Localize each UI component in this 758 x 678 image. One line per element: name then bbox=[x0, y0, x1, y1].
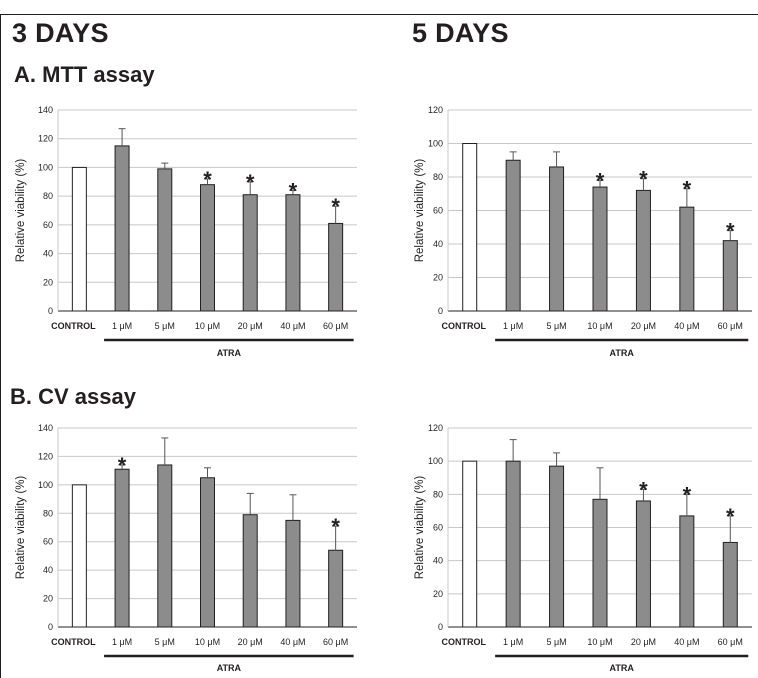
y-tick-label: 20 bbox=[433, 589, 443, 599]
category-label: 1 μM bbox=[503, 637, 523, 647]
category-label: CONTROL bbox=[51, 321, 96, 331]
bar bbox=[679, 515, 695, 628]
category-label: 10 μM bbox=[195, 637, 220, 647]
significance-star: * bbox=[596, 168, 605, 193]
y-axis-label: Relative viability (%) bbox=[15, 476, 27, 580]
y-tick-label: 20 bbox=[43, 594, 53, 604]
y-tick-label: 120 bbox=[38, 451, 53, 461]
bar-control bbox=[462, 460, 478, 628]
category-label: CONTROL bbox=[441, 637, 486, 647]
significance-star: * bbox=[726, 219, 735, 244]
section-a-title: A. MTT assay bbox=[14, 62, 155, 87]
y-axis-label: Relative viability (%) bbox=[414, 476, 426, 580]
y-tick-label: 0 bbox=[438, 622, 443, 632]
category-label: 20 μM bbox=[238, 321, 263, 331]
category-label: 1 μM bbox=[503, 321, 523, 331]
y-tick-label: 20 bbox=[433, 273, 443, 283]
frame-top-border bbox=[0, 14, 758, 15]
group-label: ATRA bbox=[610, 348, 635, 358]
y-tick-label: 80 bbox=[43, 191, 53, 201]
group-label: ATRA bbox=[610, 663, 635, 673]
y-tick-label: 120 bbox=[428, 423, 443, 433]
category-label: 10 μM bbox=[195, 321, 220, 331]
category-label: 5 μM bbox=[546, 321, 566, 331]
frame-left-border bbox=[0, 14, 1, 678]
category-label: 40 μM bbox=[280, 321, 305, 331]
y-tick-label: 60 bbox=[43, 220, 53, 230]
category-label: 5 μM bbox=[155, 321, 175, 331]
bar bbox=[722, 541, 738, 628]
y-tick-label: 140 bbox=[38, 105, 53, 115]
bar-control bbox=[71, 484, 87, 628]
category-label: 60 μM bbox=[718, 637, 743, 647]
y-tick-label: 140 bbox=[38, 423, 53, 433]
y-tick-label: 0 bbox=[48, 306, 53, 316]
y-tick-label: 120 bbox=[38, 134, 53, 144]
category-label: 60 μM bbox=[718, 321, 743, 331]
significance-star: * bbox=[639, 477, 648, 502]
y-tick-label: 100 bbox=[38, 162, 53, 172]
y-tick-label: 80 bbox=[433, 489, 443, 499]
y-tick-label: 40 bbox=[433, 556, 443, 566]
y-tick-label: 40 bbox=[43, 565, 53, 575]
y-tick-label: 60 bbox=[43, 537, 53, 547]
bar-control bbox=[462, 143, 478, 312]
group-label: ATRA bbox=[217, 663, 242, 673]
category-label: 40 μM bbox=[674, 637, 699, 647]
category-label: 20 μM bbox=[238, 637, 263, 647]
significance-star: * bbox=[118, 453, 127, 478]
category-label: 1 μM bbox=[112, 321, 132, 331]
y-tick-label: 40 bbox=[433, 239, 443, 249]
significance-star: * bbox=[683, 177, 692, 202]
title-3-days: 3 DAYS bbox=[12, 18, 109, 48]
y-axis-label: Relative viability (%) bbox=[414, 159, 426, 263]
significance-star: * bbox=[289, 178, 298, 203]
bar bbox=[505, 460, 521, 628]
bar bbox=[635, 500, 651, 628]
y-tick-label: 0 bbox=[438, 306, 443, 316]
category-label: 40 μM bbox=[280, 637, 305, 647]
significance-star: * bbox=[683, 482, 692, 507]
category-label: 60 μM bbox=[323, 637, 348, 647]
category-label: 10 μM bbox=[587, 637, 612, 647]
category-label: 20 μM bbox=[631, 637, 656, 647]
category-label: 5 μM bbox=[546, 637, 566, 647]
y-tick-label: 40 bbox=[43, 249, 53, 259]
category-label: 5 μM bbox=[155, 637, 175, 647]
y-tick-label: 80 bbox=[43, 508, 53, 518]
significance-star: * bbox=[726, 504, 735, 529]
category-label: 40 μM bbox=[674, 321, 699, 331]
significance-star: * bbox=[331, 514, 340, 539]
section-b-title: B. CV assay bbox=[10, 384, 136, 409]
y-tick-label: 60 bbox=[433, 523, 443, 533]
y-axis-label: Relative viability (%) bbox=[15, 159, 27, 263]
bar bbox=[592, 498, 608, 628]
title-5-days: 5 DAYS bbox=[412, 18, 509, 48]
y-tick-label: 100 bbox=[428, 139, 443, 149]
category-label: CONTROL bbox=[441, 321, 486, 331]
category-label: 60 μM bbox=[323, 321, 348, 331]
significance-star: * bbox=[331, 194, 340, 219]
y-tick-label: 0 bbox=[48, 622, 53, 632]
significance-star: * bbox=[246, 170, 255, 195]
bar-control bbox=[71, 166, 87, 312]
y-tick-label: 100 bbox=[38, 480, 53, 490]
significance-star: * bbox=[639, 167, 648, 192]
category-label: 10 μM bbox=[587, 321, 612, 331]
significance-star: * bbox=[203, 167, 212, 192]
y-tick-label: 60 bbox=[433, 206, 443, 216]
category-label: 20 μM bbox=[631, 321, 656, 331]
y-tick-label: 20 bbox=[43, 277, 53, 287]
group-label: ATRA bbox=[217, 348, 242, 358]
category-label: CONTROL bbox=[51, 637, 96, 647]
y-tick-label: 100 bbox=[428, 456, 443, 466]
y-tick-label: 120 bbox=[428, 105, 443, 115]
category-label: 1 μM bbox=[112, 637, 132, 647]
y-tick-label: 80 bbox=[433, 172, 443, 182]
bar bbox=[549, 465, 565, 628]
